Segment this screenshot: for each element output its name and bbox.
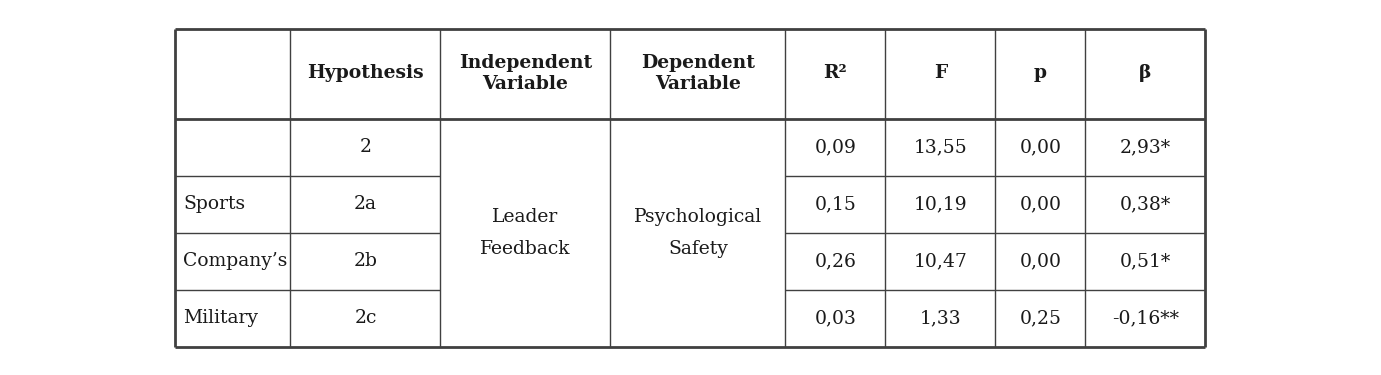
Text: 1,33: 1,33 bbox=[920, 309, 961, 327]
Text: 2,93*: 2,93* bbox=[1120, 138, 1171, 156]
Text: 0,38*: 0,38* bbox=[1120, 195, 1171, 213]
Text: 13,55: 13,55 bbox=[914, 138, 967, 156]
Text: 0,15: 0,15 bbox=[815, 195, 856, 213]
Text: R²: R² bbox=[823, 64, 848, 82]
Text: Psychological
Safety: Psychological Safety bbox=[634, 207, 762, 258]
Text: 2a: 2a bbox=[354, 195, 377, 213]
Text: 2b: 2b bbox=[354, 252, 377, 270]
Text: 0,09: 0,09 bbox=[815, 138, 856, 156]
Text: β: β bbox=[1139, 64, 1152, 82]
Text: 0,51*: 0,51* bbox=[1120, 252, 1171, 270]
Text: F: F bbox=[934, 64, 947, 82]
Text: 0,00: 0,00 bbox=[1019, 138, 1062, 156]
Text: Dependent
Variable: Dependent Variable bbox=[641, 54, 755, 93]
Text: Hypothesis: Hypothesis bbox=[307, 64, 424, 82]
Text: Leader
Feedback: Leader Feedback bbox=[481, 207, 570, 258]
Text: 0,00: 0,00 bbox=[1019, 252, 1062, 270]
Text: 2c: 2c bbox=[355, 309, 377, 327]
Text: 0,26: 0,26 bbox=[815, 252, 856, 270]
Text: p: p bbox=[1034, 64, 1047, 82]
Text: Sports: Sports bbox=[184, 195, 246, 213]
Text: 2: 2 bbox=[359, 138, 371, 156]
Text: 10,47: 10,47 bbox=[914, 252, 968, 270]
Text: -0,16**: -0,16** bbox=[1112, 309, 1179, 327]
Text: 0,25: 0,25 bbox=[1019, 309, 1062, 327]
Text: Company’s: Company’s bbox=[184, 252, 287, 270]
Text: 0,03: 0,03 bbox=[815, 309, 856, 327]
Text: 10,19: 10,19 bbox=[914, 195, 967, 213]
Text: Independent
Variable: Independent Variable bbox=[458, 54, 592, 93]
Text: 0,00: 0,00 bbox=[1019, 195, 1062, 213]
Text: Military: Military bbox=[184, 309, 258, 327]
